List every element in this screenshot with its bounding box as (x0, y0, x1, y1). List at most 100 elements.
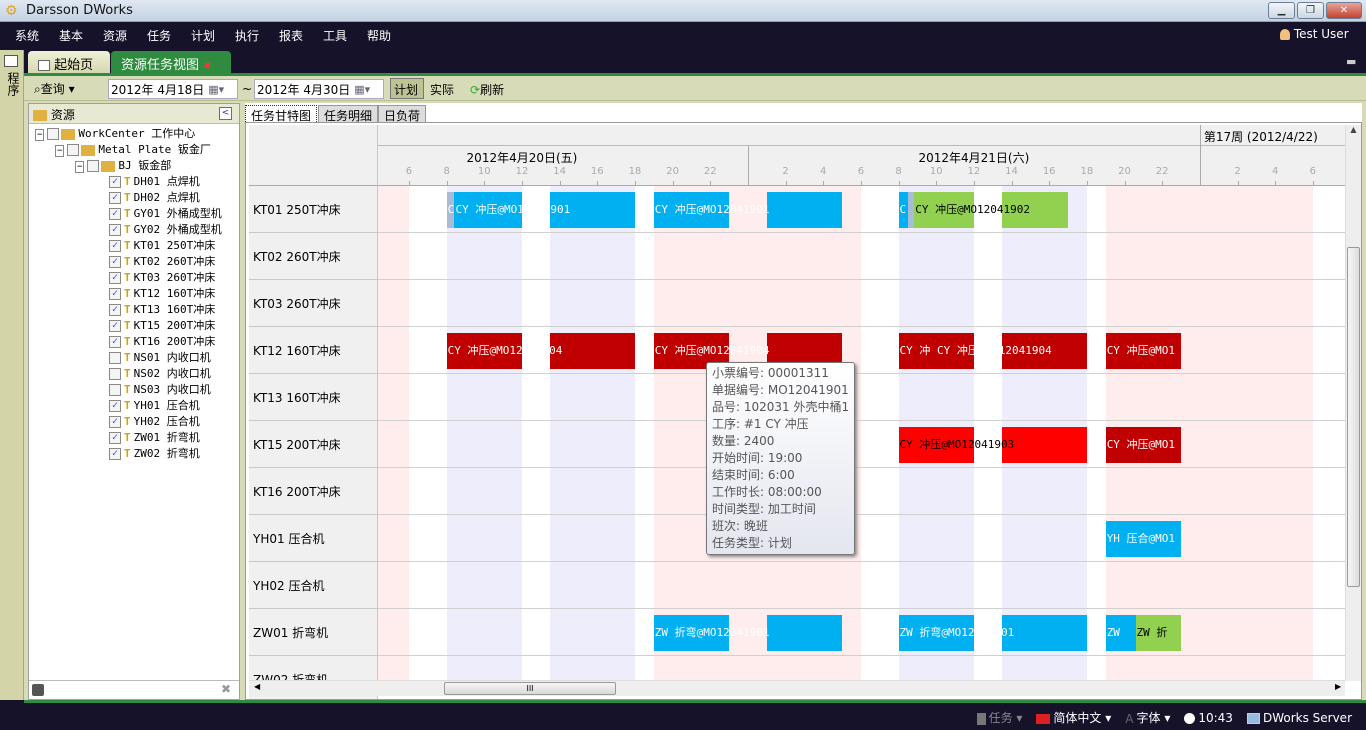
checkbox[interactable] (109, 384, 121, 396)
task-bar[interactable]: YH 压合@MO1 (1105, 521, 1181, 557)
checkbox[interactable]: ✓ (109, 336, 121, 348)
task-bar[interactable]: CY 冲压@MO12041902 (914, 192, 1030, 228)
plan-toggle[interactable]: 计划 (390, 78, 424, 99)
checkbox[interactable]: ✓ (109, 400, 121, 412)
checkbox[interactable] (87, 160, 100, 172)
checkbox[interactable]: ✓ (109, 304, 121, 316)
task-bar[interactable]: ZW 折弯@MO12041901 (898, 615, 1014, 651)
tree-item[interactable]: ✓ T KT15 200T冲床 (109, 319, 215, 333)
task-bar[interactable]: CY 冲压@MO12041904 (446, 333, 562, 369)
checkbox[interactable] (67, 144, 80, 156)
tab-start-page[interactable]: 起始页 (28, 51, 110, 74)
task-bar[interactable]: ZW 折弯@MO12041901 (653, 615, 769, 651)
tree-item[interactable]: ✓ T KT13 160T冲床 (109, 303, 215, 317)
binoculars-icon[interactable] (32, 684, 44, 696)
tree-item[interactable]: ✓ T ZW02 折弯机 (109, 447, 200, 461)
close-tab-icon[interactable]: ✖ (203, 61, 212, 72)
task-bar[interactable] (550, 192, 635, 228)
scroll-right-icon[interactable]: ▶ (1335, 682, 1342, 691)
tree-item[interactable]: ✓ T YH01 压合机 (109, 399, 200, 413)
task-bar[interactable] (1002, 192, 1069, 228)
task-bar[interactable]: CY 冲 CY 冲压@MO12041904 (898, 333, 1052, 369)
checkbox[interactable] (109, 352, 121, 364)
query-button[interactable]: ⌕查询 ▾ (34, 82, 75, 96)
scroll-left-icon[interactable]: ◀ (254, 682, 261, 691)
menu-5[interactable]: 执行 (235, 29, 260, 43)
task-bar[interactable] (1002, 333, 1087, 369)
task-bar[interactable] (1002, 427, 1087, 463)
pin-icon[interactable]: ▬ (1346, 55, 1357, 68)
expand-toggle-icon[interactable]: − (55, 145, 65, 157)
tree-item[interactable]: ✓ T KT03 260T冲床 (109, 271, 215, 285)
horizontal-scrollbar[interactable]: ◀ III ▶ (249, 680, 1345, 696)
checkbox[interactable] (47, 128, 60, 140)
tree-item[interactable]: ✓ T YH02 压合机 (109, 415, 200, 429)
checkbox[interactable]: ✓ (109, 416, 121, 428)
checkbox[interactable]: ✓ (109, 256, 121, 268)
tree-item[interactable]: ✓ T KT01 250T冲床 (109, 239, 215, 253)
tree-item[interactable]: T NS03 内收口机 (109, 383, 211, 397)
user-menu[interactable]: Test User (1280, 27, 1349, 41)
actual-toggle[interactable]: 实际 (430, 83, 455, 97)
task-bar[interactable]: C (898, 192, 908, 228)
task-bar[interactable] (766, 192, 843, 228)
menu-0[interactable]: 系统 (15, 29, 40, 43)
task-bar[interactable] (550, 333, 635, 369)
close-button[interactable]: ✕ (1326, 2, 1362, 19)
checkbox[interactable]: ✓ (109, 320, 121, 332)
tree-item[interactable]: ✓ T DH02 点焊机 (109, 191, 200, 205)
vertical-scroll-thumb[interactable] (1347, 247, 1360, 587)
tab-daily-load[interactable]: 日负荷 (378, 105, 427, 124)
tree-node[interactable]: − Metal Plate 钣金厂 (55, 143, 211, 158)
tree-item[interactable]: ✓ T KT02 260T冲床 (109, 255, 215, 269)
task-bar[interactable]: ZW 折 (1135, 615, 1181, 651)
expand-toggle-icon[interactable]: − (75, 161, 85, 173)
tab-task-detail[interactable]: 任务明细 (318, 105, 379, 124)
checkbox[interactable]: ✓ (109, 208, 121, 220)
task-bar[interactable] (1002, 615, 1087, 651)
task-bar[interactable]: CY 冲压@MO12041901 (454, 192, 570, 228)
font-menu[interactable]: A 字体 ▾ (1125, 711, 1171, 726)
collapse-panel-button[interactable]: < (219, 107, 232, 120)
tree-item[interactable]: ✓ T KT16 200T冲床 (109, 335, 215, 349)
date-from-input[interactable]: 2012年 4月18日 ▦▾ (108, 79, 238, 99)
maximize-button[interactable]: ❐ (1297, 2, 1324, 19)
horizontal-scroll-thumb[interactable]: III (444, 682, 616, 695)
tree-item[interactable]: T NS01 内收口机 (109, 351, 211, 365)
checkbox[interactable]: ✓ (109, 240, 121, 252)
checkbox[interactable]: ✓ (109, 288, 121, 300)
tree-node[interactable]: − BJ 钣金部 (75, 159, 171, 174)
calendar-dropdown-icon[interactable]: ▦▾ (354, 82, 371, 96)
tree-item[interactable]: ✓ T GY01 外桶成型机 (109, 207, 222, 221)
checkbox[interactable] (109, 368, 121, 380)
clear-search-icon[interactable]: ✖ (221, 682, 232, 696)
checkbox[interactable]: ✓ (109, 224, 121, 236)
checkbox[interactable]: ✓ (109, 192, 121, 204)
menu-2[interactable]: 资源 (103, 29, 128, 43)
tree-item[interactable]: ✓ T KT12 160T冲床 (109, 287, 215, 301)
task-bar[interactable] (766, 615, 843, 651)
tree-item[interactable]: ✓ T DH01 点焊机 (109, 175, 200, 189)
tree-item[interactable]: ✓ T ZW01 折弯机 (109, 431, 200, 445)
tree-node[interactable]: − WorkCenter 工作中心 (35, 127, 195, 142)
checkbox[interactable]: ✓ (109, 432, 121, 444)
tab-resource-task-view[interactable]: 资源任务视图 ✖ (111, 51, 231, 74)
menu-8[interactable]: 帮助 (367, 29, 392, 43)
task-bar[interactable]: CY 冲压@MO12041901 (653, 192, 769, 228)
menu-1[interactable]: 基本 (59, 29, 84, 43)
task-bar[interactable]: C (446, 192, 455, 228)
checkbox[interactable]: ✓ (109, 272, 121, 284)
minimize-button[interactable]: ▁ (1268, 2, 1295, 19)
program-sidebar-strip[interactable]: 程序 (0, 50, 24, 700)
vertical-scrollbar[interactable]: ▲ (1345, 125, 1361, 681)
task-bar[interactable] (907, 192, 915, 228)
menu-7[interactable]: 工具 (323, 29, 348, 43)
tree-item[interactable]: ✓ T GY02 外桶成型机 (109, 223, 222, 237)
task-bar[interactable]: ZW (1105, 615, 1136, 651)
refresh-button[interactable]: ⟳刷新 (470, 83, 505, 97)
language-menu[interactable]: 简体中文 ▾ (1036, 709, 1111, 726)
expand-toggle-icon[interactable]: − (35, 129, 45, 141)
task-bar[interactable]: CY 冲压@MO1 (1105, 427, 1181, 463)
task-menu[interactable]: 任务 ▾ (976, 709, 1022, 726)
tab-gantt[interactable]: 任务甘特图 (245, 105, 318, 124)
